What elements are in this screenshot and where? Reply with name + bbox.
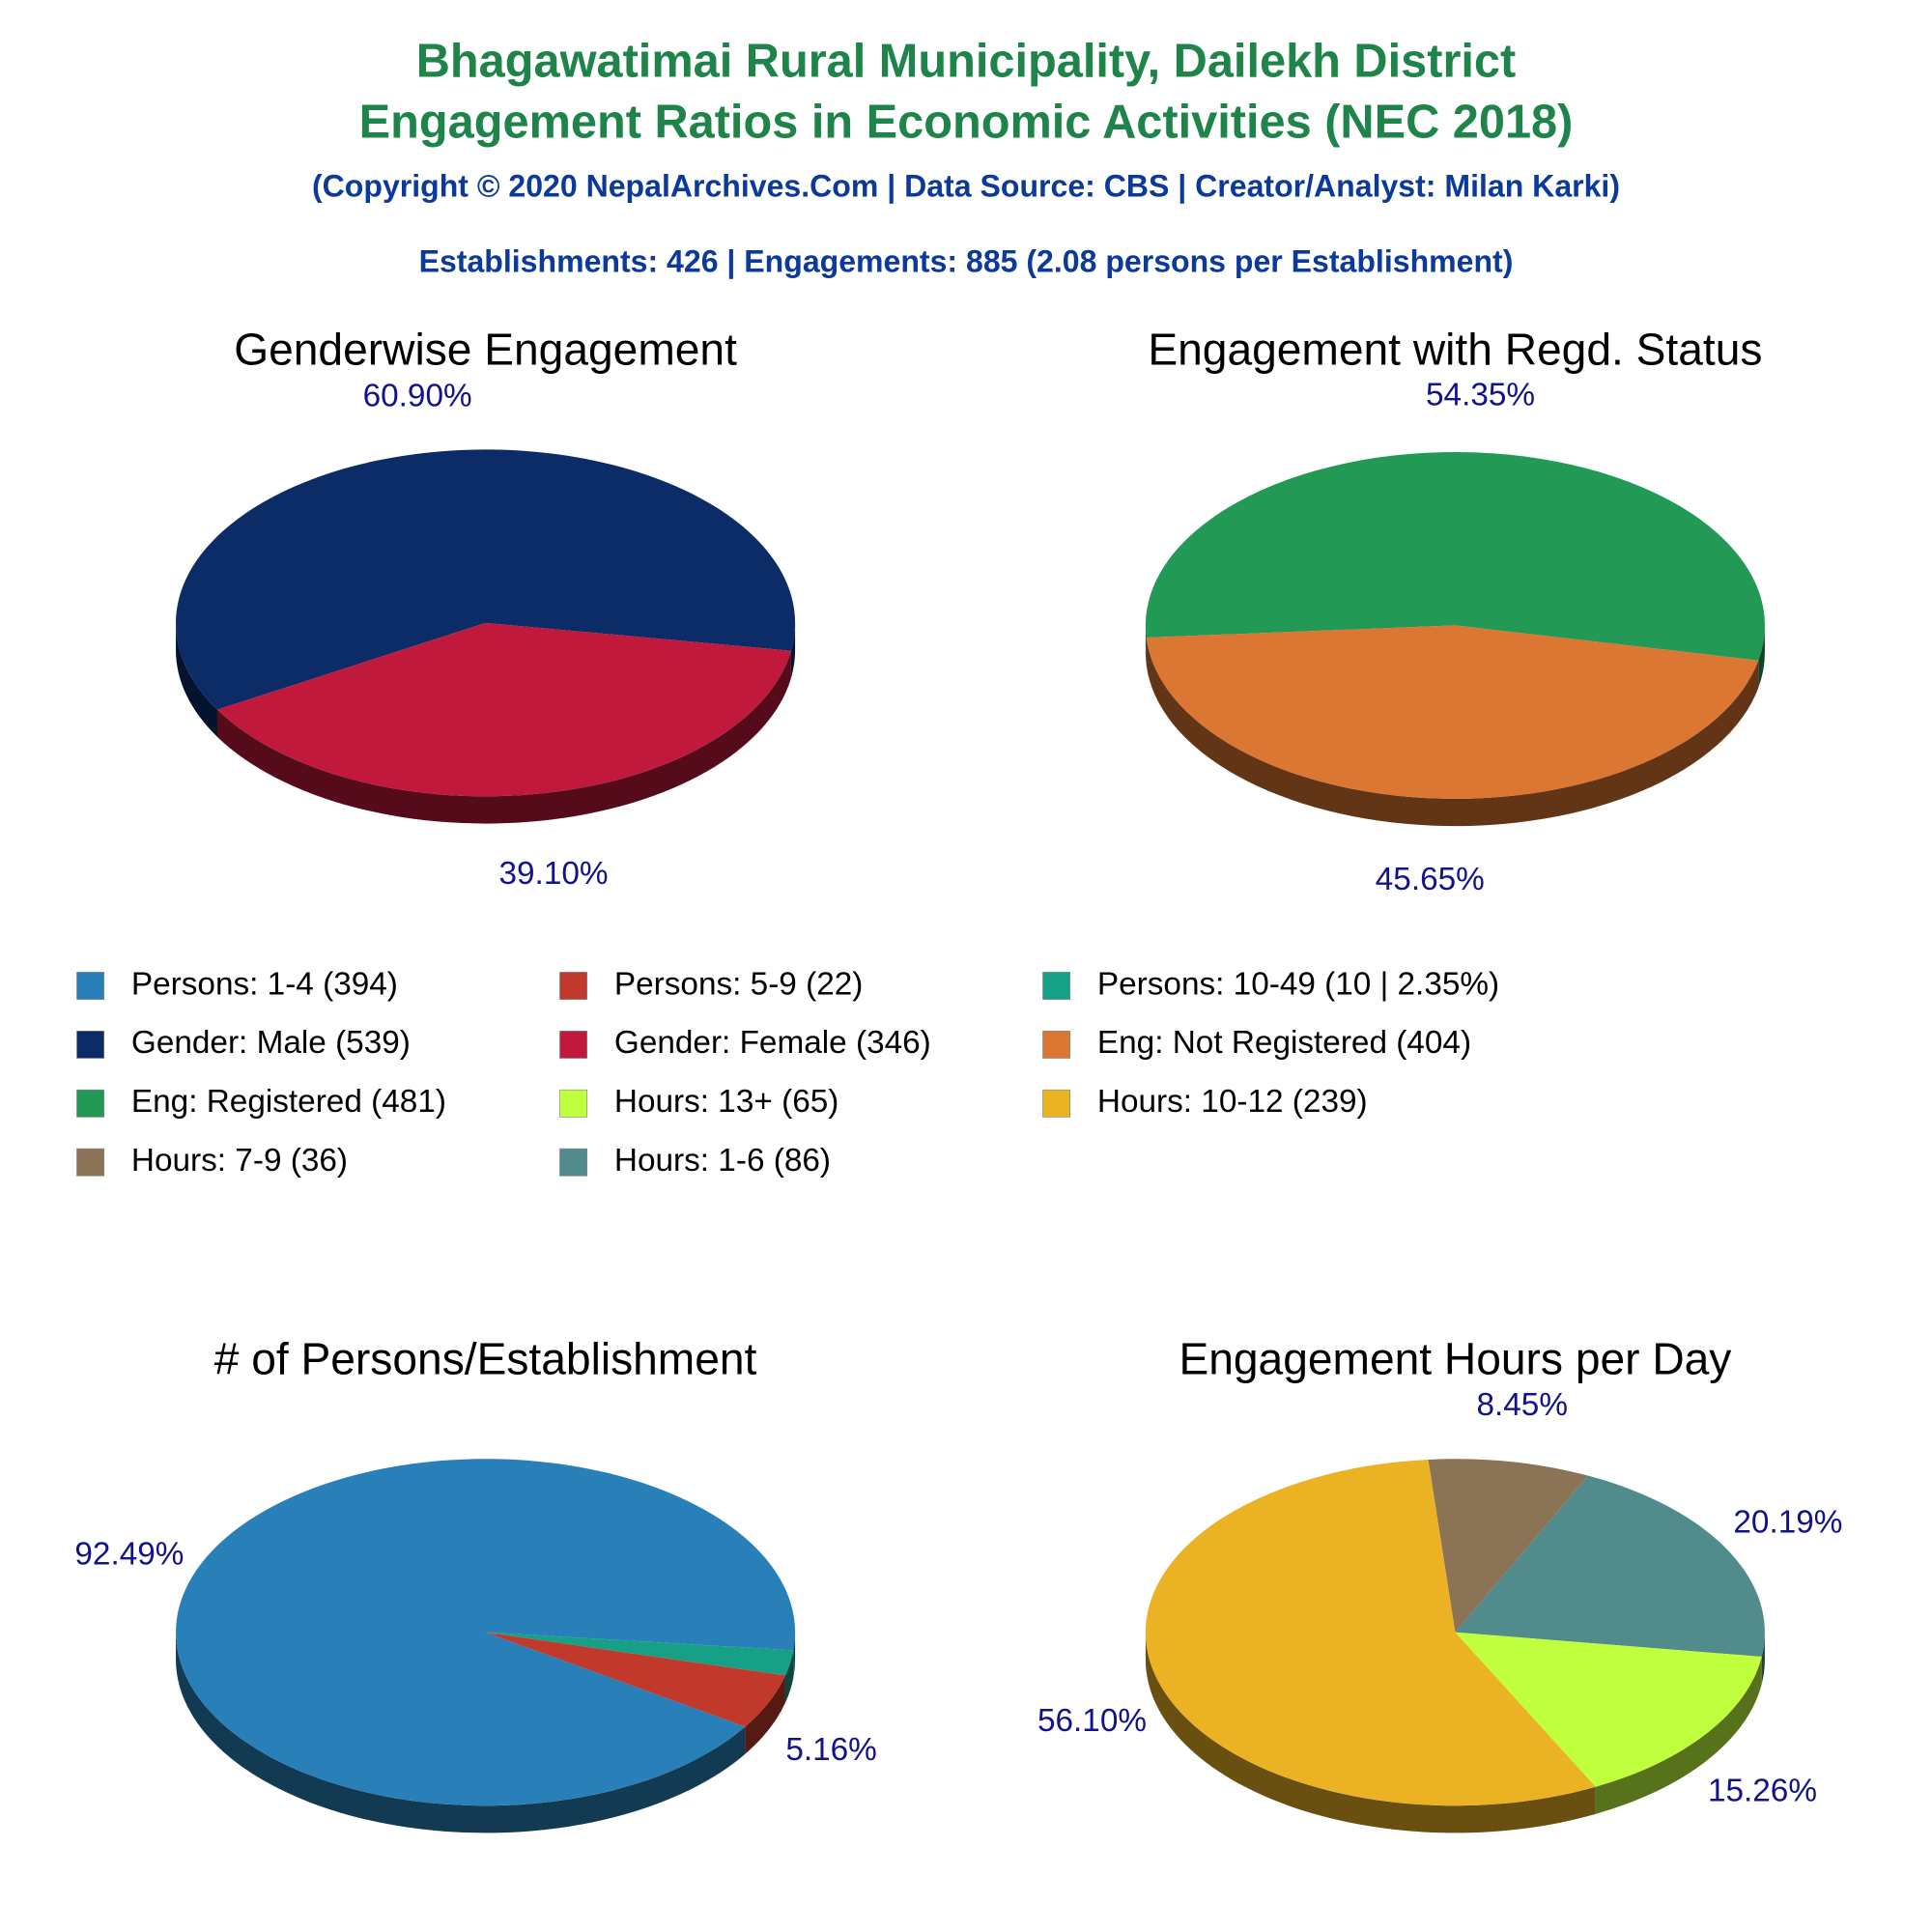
- legend-swatch: [559, 1148, 588, 1177]
- slice-side: [1145, 1632, 1596, 1833]
- value-label: 15.26%: [1708, 1774, 1817, 1809]
- slice: [485, 1632, 785, 1754]
- slice-side: [1761, 1632, 1765, 1685]
- slice: [216, 622, 791, 824]
- value-label: 39.10%: [498, 856, 608, 892]
- slice-top: [176, 449, 796, 710]
- legend-swatch: [1042, 1030, 1071, 1059]
- slice: [176, 449, 796, 737]
- slice: [485, 1632, 794, 1703]
- value-label: 54.35%: [1426, 378, 1535, 413]
- value-label: 60.90%: [363, 378, 472, 413]
- slice-top: [1145, 451, 1765, 661]
- slice-side: [745, 1675, 785, 1754]
- slice-top: [1145, 1459, 1596, 1806]
- slice-top: [1146, 625, 1759, 799]
- legend-label: Hours: 7-9 (36): [131, 1143, 348, 1179]
- slice: [1146, 625, 1759, 827]
- legend-label: Hours: 1-6 (86): [614, 1143, 831, 1179]
- legend-label: Gender: Female (346): [614, 1025, 931, 1061]
- slice-side: [1758, 625, 1765, 688]
- legend-label: Hours: 10-12 (239): [1097, 1084, 1368, 1120]
- slice-top: [485, 1632, 785, 1727]
- chart-title: # of Persons/Establishment: [214, 1333, 757, 1383]
- value-label: 8.45%: [1476, 1387, 1568, 1423]
- slice-side: [176, 622, 217, 737]
- slice: [176, 1459, 796, 1833]
- slice-side: [176, 1632, 746, 1833]
- legend-label: Persons: 1-4 (394): [131, 966, 398, 1002]
- slice-side: [793, 1632, 796, 1678]
- summary: Establishments: 426 | Engagements: 885 (…: [419, 244, 1514, 279]
- slice: [1145, 451, 1765, 688]
- slice-side: [1146, 637, 1759, 827]
- slice-side: [784, 1650, 794, 1703]
- chart-title: Engagement Hours per Day: [1179, 1333, 1731, 1383]
- slice: [1455, 1632, 1762, 1814]
- legend-label: Eng: Registered (481): [131, 1084, 446, 1120]
- value-label: 56.10%: [1037, 1703, 1147, 1739]
- slice-side: [790, 622, 796, 678]
- legend-swatch: [76, 1030, 105, 1059]
- legend-swatch: [1042, 1089, 1071, 1118]
- legend-label: Persons: 10-49 (10 | 2.35%): [1097, 966, 1499, 1002]
- slice-top: [176, 1459, 796, 1806]
- legend-swatch: [76, 1089, 105, 1118]
- legend-swatch: [559, 1030, 588, 1059]
- copyright: (Copyright © 2020 NepalArchives.Com | Da…: [312, 168, 1620, 203]
- title-line: Bhagawatimai Rural Municipality, Dailekh…: [416, 36, 1516, 88]
- slice-side: [216, 650, 791, 824]
- legend-swatch: [76, 1148, 105, 1177]
- slice-side: [1595, 1657, 1762, 1814]
- slice: [1145, 1459, 1596, 1833]
- slice-top: [216, 622, 791, 797]
- legend-label: Hours: 13+ (65): [614, 1084, 838, 1120]
- chart-title: Engagement with Regd. Status: [1148, 325, 1762, 375]
- slice: [1455, 1475, 1765, 1685]
- slice-top: [1428, 1459, 1588, 1633]
- legend-swatch: [76, 972, 105, 1000]
- legend-swatch: [559, 1089, 588, 1118]
- title-line: Engagement Ratios in Economic Activities…: [359, 96, 1574, 148]
- legend-swatch: [559, 972, 588, 1000]
- slice-top: [485, 1632, 794, 1676]
- slice-side: [1145, 625, 1147, 666]
- legend-label: Persons: 5-9 (22): [614, 966, 863, 1002]
- slice: [1428, 1459, 1588, 1633]
- slice-top: [1455, 1632, 1762, 1787]
- value-label: 92.49%: [74, 1536, 184, 1572]
- value-label: 45.65%: [1376, 862, 1485, 897]
- legend-swatch: [1042, 972, 1071, 1000]
- value-label: 20.19%: [1733, 1504, 1842, 1540]
- legend-label: Gender: Male (539): [131, 1025, 411, 1061]
- chart-title: Genderwise Engagement: [234, 325, 737, 375]
- value-label: 5.16%: [785, 1732, 877, 1768]
- legend-label: Eng: Not Registered (404): [1097, 1025, 1471, 1061]
- slice-top: [1455, 1475, 1765, 1658]
